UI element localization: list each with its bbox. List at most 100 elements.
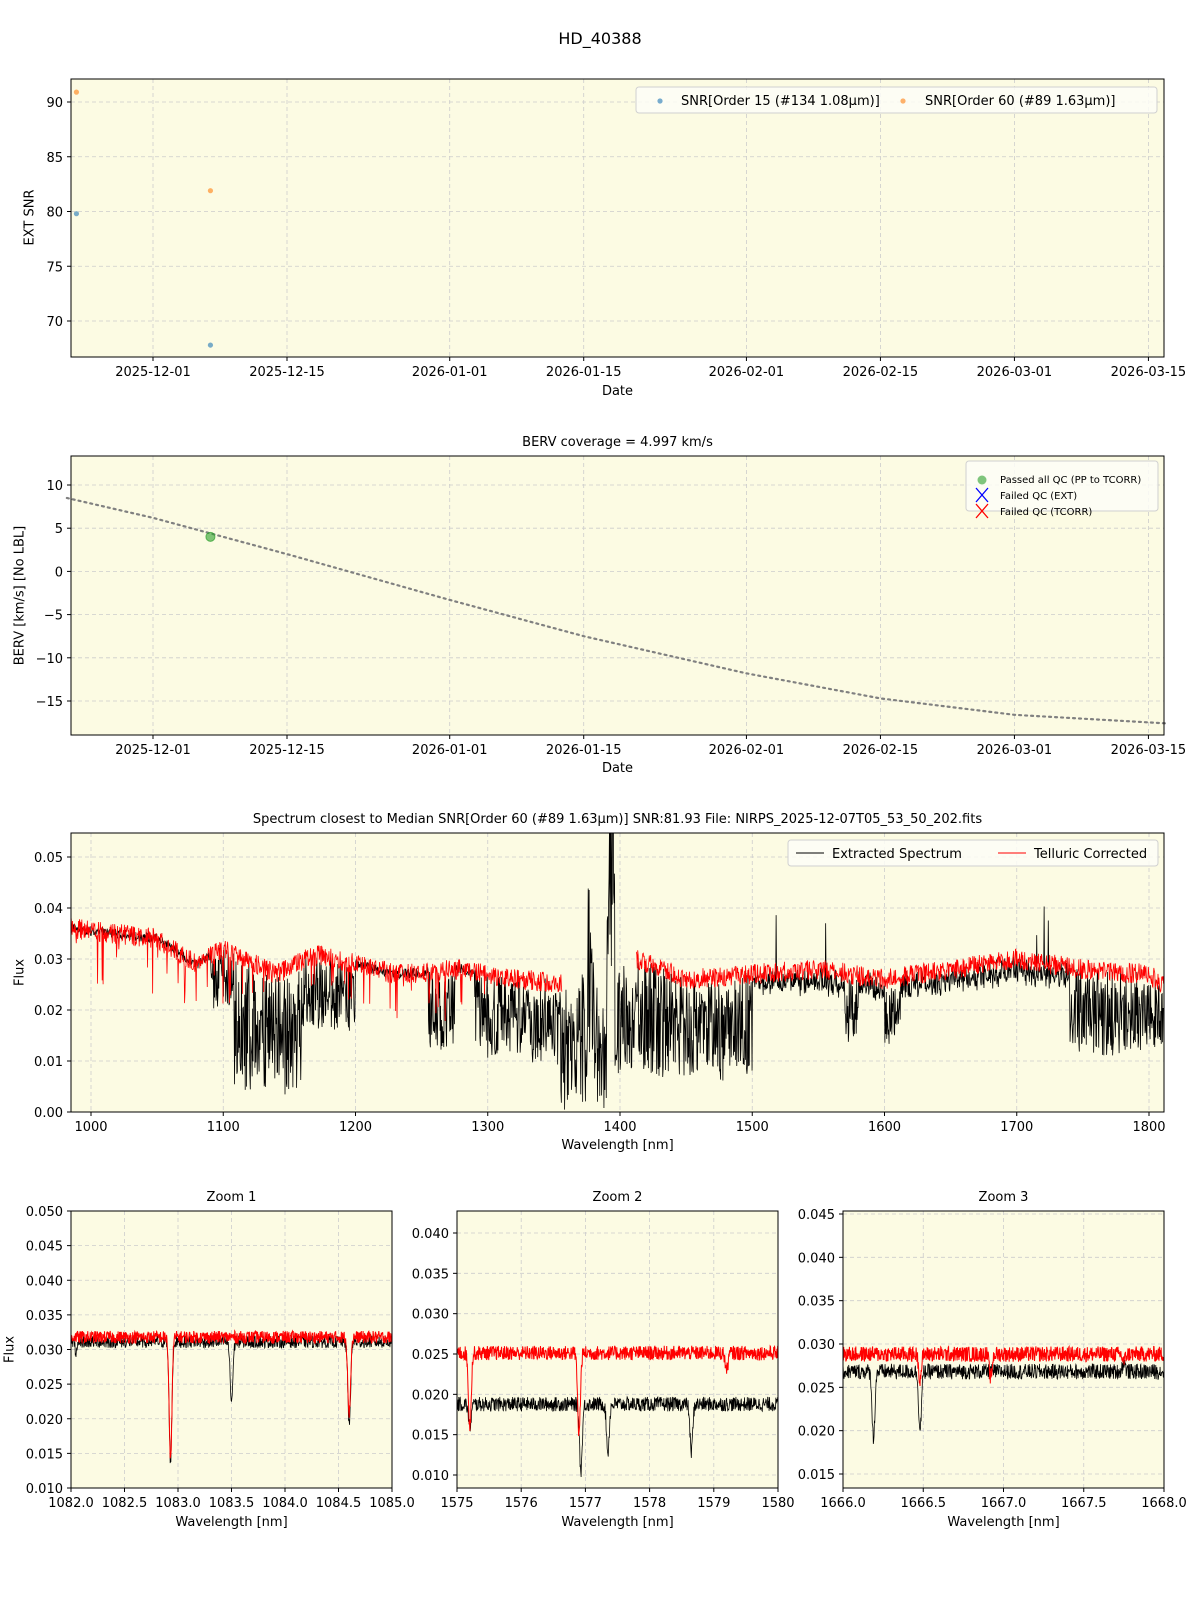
y-tick-label: 0.030 [798, 1338, 835, 1353]
legend-label: Telluric Corrected [1033, 847, 1147, 862]
x-tick-label: 2026-03-01 [977, 743, 1053, 758]
zoom1-xlabel: Wavelength [nm] [175, 1515, 288, 1530]
zoom3-chart: 1666.0 1666.5 1667.0 1667.5 1668.0 0.015 0.020… [798, 1208, 1187, 1511]
y-tick-label: 0.05 [34, 851, 63, 866]
y-tick-label: 0.020 [26, 1413, 63, 1428]
y-tick-label: 0.00 [34, 1106, 63, 1121]
y-tick-label: 0.045 [798, 1208, 835, 1223]
y-tick-label: 0.030 [26, 1344, 63, 1359]
telluric-corrected-line [71, 918, 563, 1021]
x-tick-label: 1800 [1132, 1120, 1165, 1135]
x-tick-label: 2025-12-15 [249, 365, 325, 380]
x-tick-label: 2026-01-15 [546, 743, 622, 758]
x-tick-label: 2026-01-15 [546, 365, 622, 380]
x-tick-label: 2026-01-01 [412, 365, 488, 380]
x-tick-label: 1577 [569, 1496, 602, 1511]
berv-title: BERV coverage = 4.997 km/s [522, 435, 713, 450]
legend-label: Failed QC (EXT) [1000, 491, 1077, 502]
y-tick-label: −15 [36, 695, 63, 710]
y-tick-label: 80 [46, 206, 63, 221]
zoom1-title: Zoom 1 [206, 1190, 257, 1205]
x-tick-label: 1083.0 [155, 1496, 201, 1511]
y-tick-label: 0.03 [34, 953, 63, 968]
y-tick-label: 0.040 [798, 1251, 835, 1266]
y-tick-label: 0.030 [412, 1308, 449, 1323]
telluric-corrected-line [71, 1329, 392, 1459]
y-tick-label: 0.020 [412, 1388, 449, 1403]
spectrum-chart: 1000 1100 1200 1300 1400 1500 1600 1700 1800 0.00… [34, 832, 1166, 1135]
y-tick-label: 85 [46, 151, 63, 166]
x-tick-label: 1082.0 [48, 1496, 94, 1511]
y-tick-label: 0.035 [798, 1295, 835, 1310]
y-tick-label: 0.035 [412, 1267, 449, 1282]
y-tick-label: −5 [44, 609, 63, 624]
y-tick-label: 90 [46, 96, 63, 111]
snr-data-point [73, 89, 80, 95]
berv-passed-point [205, 531, 216, 542]
x-tick-label: 1580 [761, 1496, 794, 1511]
legend-marker-red-x-icon [975, 503, 989, 519]
snr-data-point [207, 188, 214, 194]
x-tick-label: 2026-02-01 [709, 365, 785, 380]
y-tick-label: 0.015 [412, 1429, 449, 1444]
legend-label: Failed QC (TCORR) [1000, 507, 1092, 518]
x-tick-label: 2026-03-01 [977, 365, 1053, 380]
berv-curve [65, 496, 1169, 725]
x-tick-label: 2026-03-15 [1111, 365, 1187, 380]
zoom1-plot-area [71, 1211, 392, 1488]
extracted-spectrum-line [71, 833, 1164, 1110]
legend-label: Extracted Spectrum [832, 847, 962, 862]
spectrum-ylabel: Flux [12, 958, 28, 987]
y-tick-label: 0.045 [26, 1240, 63, 1255]
x-tick-label: 2026-01-01 [412, 743, 488, 758]
x-tick-label: 1400 [603, 1120, 636, 1135]
x-tick-label: 1500 [736, 1120, 769, 1135]
y-tick-label: 0.040 [412, 1227, 449, 1242]
berv-chart: 2025-12-01 2025-12-15 2026-01-01 2026-01-15… [36, 455, 1187, 758]
y-tick-label: 0.02 [34, 1004, 63, 1019]
zoom3-title: Zoom 3 [978, 1190, 1029, 1205]
legend-label: Passed all QC (PP to TCORR) [1000, 475, 1141, 486]
y-tick-label: 0.010 [412, 1469, 449, 1484]
x-tick-label: 1579 [697, 1496, 730, 1511]
y-tick-label: 0.01 [34, 1055, 63, 1070]
y-tick-label: 0.04 [34, 902, 63, 917]
figure-title: HD_40388 [558, 29, 642, 48]
telluric-corrected-line [635, 948, 1164, 993]
x-tick-label: 2026-02-15 [843, 743, 919, 758]
legend-marker-blue-dot [657, 98, 663, 104]
x-tick-label: 1666.0 [820, 1496, 866, 1511]
legend-marker-blue-x-icon [975, 487, 989, 503]
y-tick-label: 0.025 [412, 1348, 449, 1363]
x-tick-label: 1100 [207, 1120, 240, 1135]
x-tick-label: 1000 [74, 1120, 107, 1135]
x-tick-label: 2026-03-15 [1111, 743, 1187, 758]
snr-xlabel: Date [601, 384, 634, 399]
x-tick-label: 1084.0 [262, 1496, 308, 1511]
y-tick-label: 10 [46, 479, 63, 494]
x-tick-label: 1575 [440, 1496, 473, 1511]
x-tick-label: 2026-02-15 [843, 365, 919, 380]
y-tick-label: 0.015 [798, 1468, 835, 1483]
berv-ylabel: BERV [km/s] [No LBL] [12, 525, 28, 666]
zoom2-title: Zoom 2 [592, 1190, 643, 1205]
zoom3-xlabel: Wavelength [nm] [947, 1515, 1060, 1530]
x-tick-label: 1083.5 [209, 1496, 255, 1511]
x-tick-label: 1667.5 [1061, 1496, 1107, 1511]
spectrum-xlabel: Wavelength [nm] [561, 1138, 674, 1153]
x-tick-label: 1600 [868, 1120, 901, 1135]
y-tick-label: 0.010 [26, 1482, 63, 1497]
x-tick-label: 1084.5 [316, 1496, 362, 1511]
y-tick-label: 70 [46, 315, 63, 330]
y-tick-label: 0.035 [26, 1309, 63, 1324]
x-tick-label: 2026-02-01 [709, 743, 785, 758]
zoom1-chart: 1082.0 1082.5 1083.0 1083.5 1084.0 1084.5 1085… [26, 1205, 415, 1511]
snr-data-point [207, 342, 214, 348]
x-tick-label: 1668.0 [1141, 1496, 1187, 1511]
spectrum-title: Spectrum closest to Median SNR[Order 60 … [252, 812, 983, 827]
y-tick-label: 0.025 [798, 1381, 835, 1396]
y-tick-label: −10 [36, 652, 63, 667]
zoom2-chart: 1575 1576 1577 1578 1579 1580 0.010 0.015 0.020 0… [412, 1210, 795, 1511]
snr-data-point [73, 211, 80, 217]
